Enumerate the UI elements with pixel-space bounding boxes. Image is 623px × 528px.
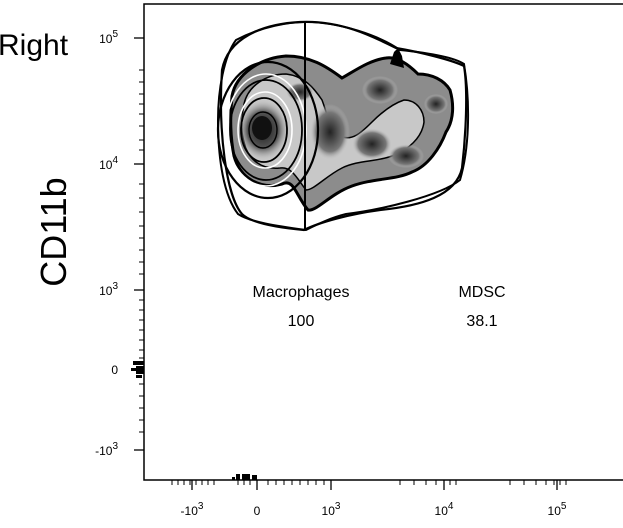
y-tick-label: -103 [95,441,118,458]
plot-frame [143,3,623,481]
density-peak [388,144,424,168]
density-peak [310,104,350,160]
y-minor-ticks [139,69,144,433]
x-tick-label: -103 [181,501,204,518]
density-peak [252,116,272,140]
y-tick-label: 104 [99,155,118,172]
y-tick-label: 103 [99,281,118,298]
y-axis-ticks: 105 104 103 0 -103 [95,29,144,458]
density-contours [216,20,468,232]
x-minor-ticks [171,480,567,485]
x-tick-label: 0 [254,504,261,518]
x-tick-label: 105 [548,501,567,518]
gate-value-macrophages: 100 [288,313,315,330]
density-peak [352,128,392,160]
x-tick-label: 103 [322,501,341,518]
density-peak [424,94,448,114]
gate-label-macrophages: Macrophages [253,284,350,301]
y-tick-label: 105 [99,29,118,46]
density-peak [362,76,398,104]
x-tick-label: 104 [435,501,454,518]
y-axis-label: CD11b [33,177,74,286]
contour-spike [390,48,404,68]
corner-label: Right [0,29,69,62]
y-tick-label: 0 [111,363,118,377]
gate-outline [216,20,470,232]
axis-edge-events [131,361,257,480]
x-axis-ticks: -103 0 103 104 105 [181,480,567,518]
gate-value-mdsc: 38.1 [466,313,497,330]
gate-label-mdsc: MDSC [458,284,505,301]
